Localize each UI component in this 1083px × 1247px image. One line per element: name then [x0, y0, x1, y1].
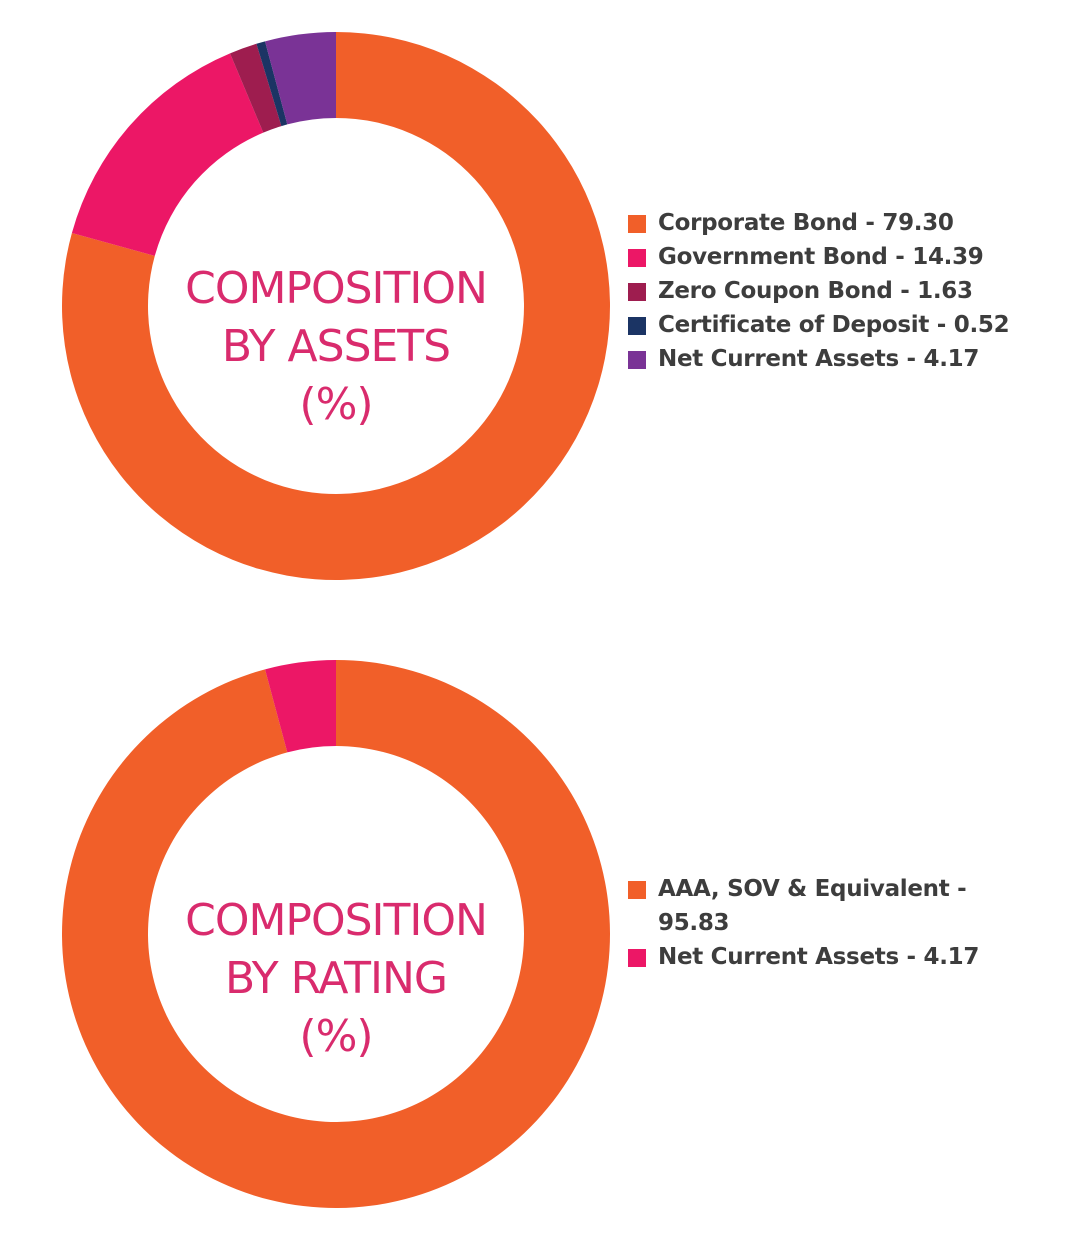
legend-swatch: [628, 949, 646, 967]
donut-slice-government-bond: [71, 53, 264, 256]
legend-assets: Corporate Bond - 79.30 Government Bond -…: [628, 206, 1068, 376]
legend-item: Corporate Bond - 79.30: [628, 206, 1068, 240]
chart-title-assets: COMPOSITION BY ASSETS (%): [136, 260, 536, 434]
donut-slice-net-current-assets: [265, 32, 336, 125]
donut-slice-certificate-of-deposit: [256, 41, 288, 127]
legend-swatch: [628, 881, 646, 899]
legend-swatch: [628, 317, 646, 335]
legend-rating: AAA, SOV & Equivalent - 95.83 Net Curren…: [628, 872, 1068, 974]
chart-composition-by-assets: COMPOSITION BY ASSETS (%) Corporate Bond…: [0, 0, 1083, 600]
chart-title-line: COMPOSITION: [185, 263, 488, 314]
donut-chart-assets: [62, 32, 611, 581]
legend-swatch: [628, 215, 646, 233]
chart-title-rating: COMPOSITION BY RATING (%): [136, 892, 536, 1066]
legend-swatch: [628, 249, 646, 267]
legend-item: AAA, SOV & Equivalent - 95.83: [628, 872, 988, 940]
legend-item: Net Current Assets - 4.17: [628, 940, 988, 974]
donut-chart-rating: [62, 660, 611, 1208]
donut-slice-zero-coupon-bond: [230, 43, 282, 133]
legend-label: Net Current Assets - 4.17: [658, 944, 980, 970]
legend-swatch: [628, 283, 646, 301]
donut-slice-net-current-assets: [265, 660, 336, 753]
legend-item: Zero Coupon Bond - 1.63: [628, 274, 1068, 308]
donut-slice-corporate-bond: [62, 32, 611, 581]
chart-title-line: BY ASSETS: [221, 321, 451, 372]
legend-label: Zero Coupon Bond - 1.63: [658, 278, 973, 304]
chart-title-line: (%): [299, 1011, 373, 1062]
chart-composition-by-rating: COMPOSITION BY RATING (%) AAA, SOV & Equ…: [0, 630, 1083, 1247]
legend-label: Corporate Bond - 79.30: [658, 210, 954, 236]
legend-label: Certificate of Deposit - 0.52: [658, 312, 1010, 338]
donut-slice-aaa-sov-equivalent: [62, 660, 611, 1208]
legend-label: AAA, SOV & Equivalent - 95.83: [658, 876, 967, 936]
chart-title-line: BY RATING: [225, 953, 448, 1004]
legend-swatch: [628, 351, 646, 369]
legend-label: Government Bond - 14.39: [658, 244, 984, 270]
legend-item: Government Bond - 14.39: [628, 240, 1068, 274]
chart-title-line: (%): [299, 379, 373, 430]
chart-title-line: COMPOSITION: [185, 895, 488, 946]
legend-label: Net Current Assets - 4.17: [658, 346, 980, 372]
legend-item: Net Current Assets - 4.17: [628, 342, 1068, 376]
legend-item: Certificate of Deposit - 0.52: [628, 308, 1068, 342]
